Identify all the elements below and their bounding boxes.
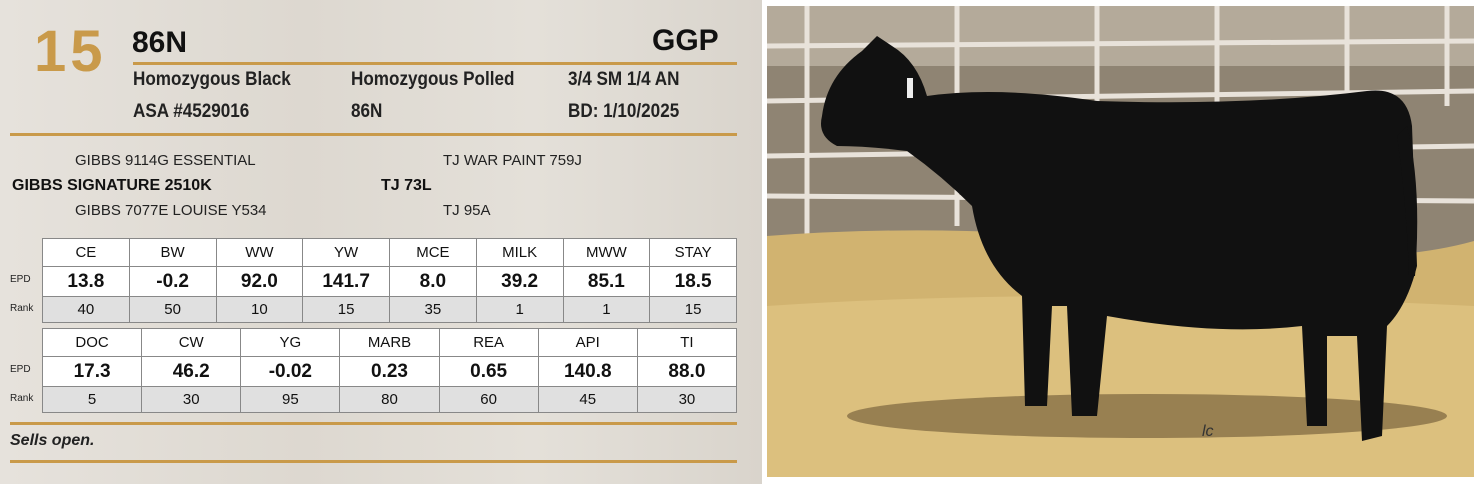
row-label: EPD [10, 364, 31, 375]
rank-value: 50 [128, 296, 217, 323]
rank-value: 1 [562, 296, 651, 323]
column-header: STAY [649, 238, 737, 267]
table-row: 13.8 -0.2 92.0 141.7 8.0 39.2 85.1 18.5 [42, 266, 737, 297]
epd-value: 85.1 [562, 266, 651, 297]
detail: ASA #4529016 [133, 101, 250, 122]
rank-value: 30 [141, 386, 242, 413]
row-label: EPD [10, 274, 31, 285]
pedigree-entry: TJ WAR PAINT 759J [443, 152, 582, 169]
column-header: CW [141, 328, 242, 357]
column-header: TI [636, 328, 738, 357]
epd-value: 88.0 [636, 356, 738, 387]
table-row: DOC CW YG MARB REA API TI [41, 328, 738, 357]
column-header: REA [438, 328, 539, 357]
epd-value: 17.3 [41, 356, 143, 387]
rank-value: 10 [215, 296, 304, 323]
column-header: DOC [41, 328, 143, 357]
detail: Homozygous Polled [351, 69, 515, 90]
divider [10, 460, 737, 463]
epd-value: 13.8 [42, 266, 130, 297]
divider [10, 422, 737, 425]
table-row: 17.3 46.2 -0.02 0.23 0.65 140.8 88.0 [41, 356, 738, 387]
epd-value: 39.2 [475, 266, 564, 297]
epd-value: -0.02 [240, 356, 341, 387]
detail: BD: 1/10/2025 [568, 101, 680, 122]
epd-value: 46.2 [141, 356, 242, 387]
epd-value: -0.2 [128, 266, 217, 297]
rank-value: 1 [475, 296, 564, 323]
column-header: MCE [389, 238, 477, 267]
sale-note: Sells open. [10, 432, 95, 449]
rank-value: 40 [42, 296, 130, 323]
pedigree-entry: TJ 95A [443, 202, 491, 219]
divider [133, 62, 737, 65]
epd-value: 0.23 [339, 356, 440, 387]
row-label: Rank [10, 303, 34, 314]
divider [10, 133, 737, 136]
rank-value: 45 [537, 386, 638, 413]
epd-value: 8.0 [389, 266, 477, 297]
epd-table: DOC CW YG MARB REA API TI 17.3 46.2 -0.02 0.23 0.65… [41, 328, 738, 413]
table-row: 40 50 10 15 35 1 1 15 [42, 296, 737, 323]
lot-number: 15 [34, 19, 107, 84]
photo: lc [767, 6, 1474, 477]
epd-value: 92.0 [215, 266, 304, 297]
rank-value: 15 [649, 296, 737, 323]
epd-value: 140.8 [537, 356, 638, 387]
pedigree-entry: GIBBS 7077E LOUISE Y534 [75, 202, 267, 219]
column-header: YW [302, 238, 390, 267]
rank-value: 80 [339, 386, 440, 413]
pedigree-entry: GIBBS 9114G ESSENTIAL [75, 152, 256, 169]
rank-value: 30 [636, 386, 738, 413]
detail: Homozygous Black [133, 69, 291, 90]
rank-value: 15 [302, 296, 390, 323]
column-header: MARB [339, 328, 440, 357]
row-label: Rank [10, 393, 34, 404]
epd-value: 0.65 [438, 356, 539, 387]
rank-value: 60 [438, 386, 539, 413]
column-header: MWW [562, 238, 651, 267]
logo: GGP [652, 24, 719, 57]
column-header: API [537, 328, 638, 357]
column-header: YG [240, 328, 341, 357]
column-header: CE [42, 238, 130, 267]
detail: 86N [351, 101, 383, 122]
epd-table: CE BW WW YW MCE MILK MWW STAY 13.8 -0.2 92.0 141.7 8… [42, 238, 737, 323]
column-header: WW [215, 238, 304, 267]
rank-value: 35 [389, 296, 477, 323]
column-header: MILK [475, 238, 564, 267]
rank-value: 95 [240, 386, 341, 413]
rank-value: 5 [41, 386, 143, 413]
column-header: BW [128, 238, 217, 267]
pedigree-sire: GIBBS SIGNATURE 2510K [12, 177, 212, 194]
photo-mark: lc [1202, 423, 1214, 440]
table-row: CE BW WW YW MCE MILK MWW STAY [42, 238, 737, 267]
epd-value: 18.5 [649, 266, 737, 297]
info-panel: 15 86N GGP Homozygous Black Homozygous P… [0, 0, 762, 484]
detail: 3/4 SM 1/4 AN [568, 69, 680, 90]
table-row: 5 30 95 80 60 45 30 [41, 386, 738, 413]
epd-value: 141.7 [302, 266, 390, 297]
animal-name: 86N [132, 26, 188, 59]
pedigree-dam: TJ 73L [381, 177, 432, 194]
